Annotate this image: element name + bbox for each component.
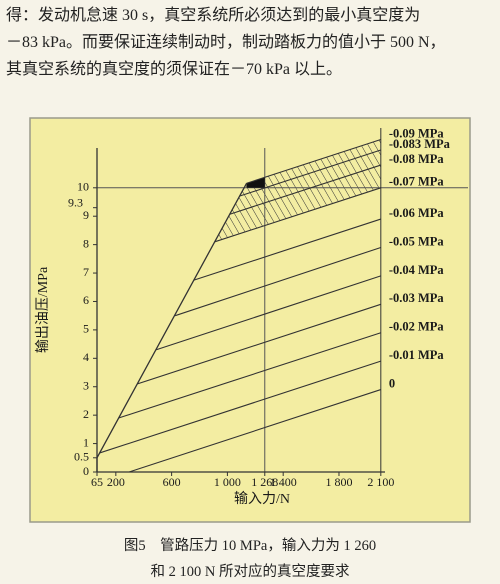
y-tick-label: 0 bbox=[83, 464, 89, 478]
vacuum-line bbox=[229, 164, 381, 215]
text-line: 得：发动机怠速 30 s，真空系统所必须达到的最小真空度为 bbox=[6, 7, 421, 24]
x-tick-label: 1 800 bbox=[325, 475, 352, 489]
text-line: －83 kPa。而要保证连续制动时，制动踏板力的值小于 500 N， bbox=[6, 34, 446, 51]
series-label: -0.01 MPa bbox=[389, 348, 445, 362]
y-tick-label: 1 bbox=[83, 435, 89, 449]
x-tick-label: 1 400 bbox=[270, 475, 297, 489]
y-tick-label: 2 bbox=[83, 407, 89, 421]
series-label: -0.05 MPa bbox=[389, 234, 445, 248]
envelope-line bbox=[96, 182, 248, 472]
black-region bbox=[246, 177, 265, 188]
text-line: 其真空系统的真空度的须保证在－70 kPa 以上。 bbox=[6, 61, 343, 78]
vacuum-line bbox=[118, 332, 381, 419]
vacuum-line bbox=[246, 138, 381, 184]
x-tick-label: 2 100 bbox=[367, 475, 394, 489]
caption-line: 和 2 100 N 所对应的真空度要求 bbox=[150, 564, 350, 580]
x-tick-label: 200 bbox=[107, 475, 125, 489]
series-label: -0.02 MPa bbox=[389, 320, 445, 334]
series-label: -0.06 MPa bbox=[389, 206, 445, 220]
y-axis-label: 输出油压/MPa bbox=[35, 266, 51, 353]
x-tick-label: 1 268 bbox=[251, 475, 278, 489]
x-tick-label: 1 000 bbox=[214, 475, 241, 489]
y-tick-label: 8 bbox=[83, 236, 89, 250]
vacuum-line bbox=[99, 360, 381, 454]
vacuum-line bbox=[156, 275, 381, 351]
x-axis-label: 输入力/N bbox=[234, 491, 290, 507]
series-label: -0.03 MPa bbox=[389, 291, 445, 305]
paragraph: 得：发动机怠速 30 s，真空系统所必须达到的最小真空度为 －83 kPa。而要… bbox=[6, 2, 496, 83]
y-tick-label: 9.3 bbox=[68, 195, 83, 209]
y-tick-label: 7 bbox=[83, 265, 89, 279]
vacuum-line bbox=[193, 218, 381, 281]
vacuum-line bbox=[174, 246, 381, 317]
y-tick-label: 10 bbox=[77, 180, 89, 194]
series-label: -0.08 MPa bbox=[389, 152, 445, 166]
vacuum-line bbox=[239, 149, 381, 197]
caption-line: 图5 管路压力 10 MPa，输入力为 1 260 bbox=[123, 538, 377, 554]
series-label: -0.04 MPa bbox=[389, 263, 445, 277]
y-tick-label: 0.5 bbox=[74, 450, 89, 464]
y-tick-label: 3 bbox=[83, 378, 89, 392]
y-tick-label: 6 bbox=[83, 293, 89, 307]
y-tick-label: 9 bbox=[83, 208, 89, 222]
x-tick-label: 600 bbox=[163, 475, 181, 489]
series-label: -0.09 MPa bbox=[389, 126, 445, 140]
y-tick-label: 5 bbox=[83, 322, 89, 336]
series-label: 0 bbox=[389, 376, 395, 390]
y-tick-label: 4 bbox=[83, 350, 89, 364]
series-label: -0.083 MPa bbox=[389, 137, 451, 151]
series-label: -0.07 MPa bbox=[389, 175, 445, 189]
hatched-region bbox=[214, 139, 381, 242]
vacuum-line bbox=[128, 389, 381, 473]
vacuum-line bbox=[214, 187, 381, 243]
vacuum-line bbox=[137, 303, 381, 385]
x-tick-label: 65 bbox=[91, 475, 103, 489]
